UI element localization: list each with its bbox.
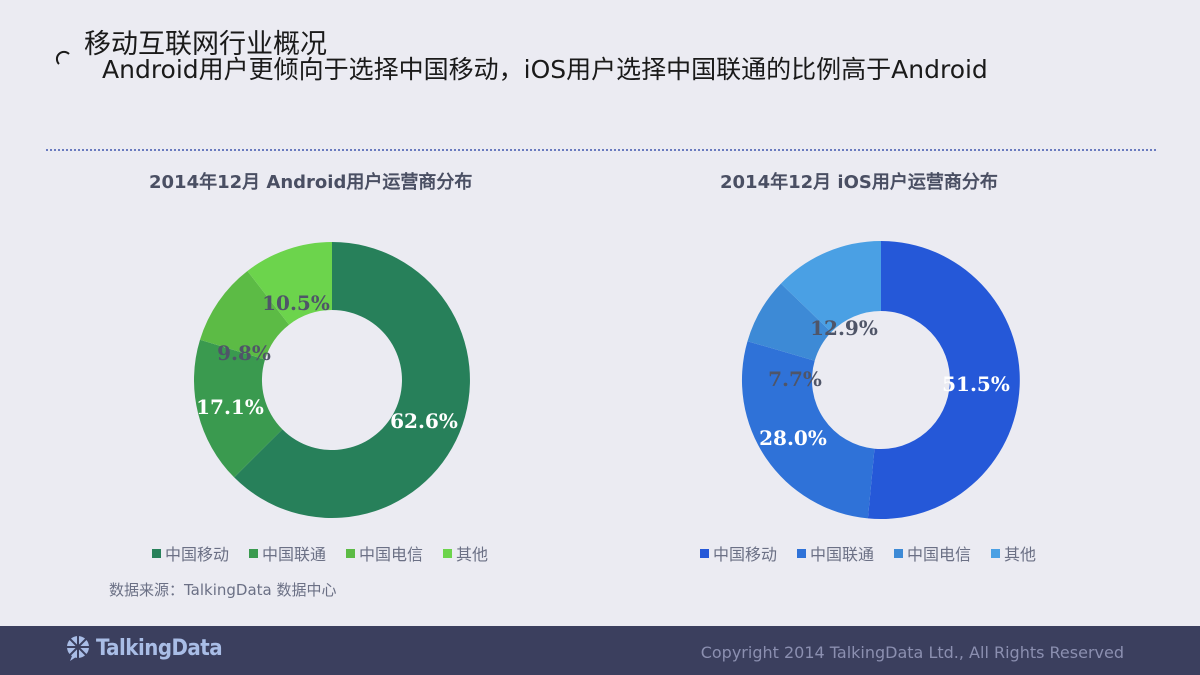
android-slice-other[interactable] — [247, 242, 332, 325]
android-donut-chart: 62.6% 17.1% 9.8% 10.5% — [194, 242, 470, 518]
ios-chart-title: 2014年12月 iOS用户运营商分布 — [720, 172, 998, 193]
legend-swatch-icon — [894, 548, 904, 558]
ios-donut-chart: 51.5% 28.0% 7.7% 12.9% — [741, 241, 1020, 519]
android-slice-china-unicom[interactable] — [194, 339, 283, 478]
legend-item-china-mobile[interactable]: 中国移动 — [700, 541, 777, 565]
legend-swatch-icon — [152, 548, 161, 558]
dotted-divider — [46, 149, 1156, 151]
copyright-text: Copyright 2014 TalkingData Ltd., All Rig… — [700, 643, 1124, 662]
android-slice-china-mobile[interactable] — [234, 242, 470, 518]
ios-label-other: 12.9% — [810, 316, 878, 340]
android-label-china-telecom: 9.8% — [217, 341, 271, 365]
android-chart-title: 2014年12月 Android用户运营商分布 — [149, 172, 473, 193]
ios-label-china-mobile: 51.5% — [942, 372, 1010, 396]
ios-legend: 中国移动 中国联通 中国电信 其他 — [700, 541, 1056, 565]
logo-text: TalkingData — [96, 635, 223, 661]
legend-label: 中国联通 — [262, 545, 327, 564]
legend-item-china-mobile[interactable]: 中国移动 — [152, 541, 229, 565]
legend-label: 其他 — [456, 545, 489, 564]
ios-slice-china-unicom[interactable] — [741, 341, 875, 519]
ios-label-china-unicom: 28.0% — [759, 426, 827, 450]
legend-item-china-unicom[interactable]: 中国联通 — [249, 541, 326, 565]
legend-swatch-icon — [991, 548, 1001, 558]
legend-swatch-icon — [346, 548, 356, 558]
legend-label: 中国移动 — [165, 545, 230, 564]
talkingdata-logo: TalkingData — [64, 634, 223, 662]
legend-item-china-telecom[interactable]: 中国电信 — [346, 541, 423, 565]
legend-label: 其他 — [1004, 545, 1037, 564]
legend-item-china-unicom[interactable]: 中国联通 — [797, 541, 874, 565]
legend-label: 中国电信 — [907, 545, 972, 564]
talkingdata-logo-icon — [67, 636, 89, 661]
section-title: 移动互联网行业概况 — [84, 29, 327, 60]
android-slice-china-telecom[interactable] — [200, 271, 290, 360]
legend-swatch-icon — [797, 548, 807, 558]
legend-label: 中国联通 — [810, 545, 875, 564]
data-source-note: 数据来源：TalkingData 数据中心 — [109, 581, 337, 599]
legend-label: 中国移动 — [713, 545, 778, 564]
android-label-china-mobile: 62.6% — [390, 409, 458, 433]
android-label-other: 10.5% — [262, 291, 330, 315]
ios-slice-china-mobile[interactable] — [867, 241, 1020, 519]
headline: Android用户更倾向于选择中国移动，iOS用户选择中国联通的比例高于Andr… — [102, 55, 988, 84]
legend-swatch-icon — [249, 548, 259, 558]
legend-swatch-icon — [443, 548, 453, 558]
legend-item-other[interactable]: 其他 — [443, 541, 488, 565]
ios-label-china-telecom: 7.7% — [768, 367, 822, 391]
footer-bar: TalkingData Copyright 2014 TalkingData L… — [0, 626, 1200, 675]
legend-item-china-telecom[interactable]: 中国电信 — [894, 541, 971, 565]
legend-label: 中国电信 — [359, 545, 424, 564]
legend-item-other[interactable]: 其他 — [991, 541, 1036, 565]
ios-slice-other[interactable] — [780, 241, 881, 333]
android-label-china-unicom: 17.1% — [196, 395, 264, 419]
legend-swatch-icon — [700, 548, 709, 558]
arc-bullet-icon — [55, 50, 70, 65]
ios-slice-china-telecom[interactable] — [747, 283, 832, 361]
android-legend: 中国移动 中国联通 中国电信 其他 — [152, 541, 508, 565]
